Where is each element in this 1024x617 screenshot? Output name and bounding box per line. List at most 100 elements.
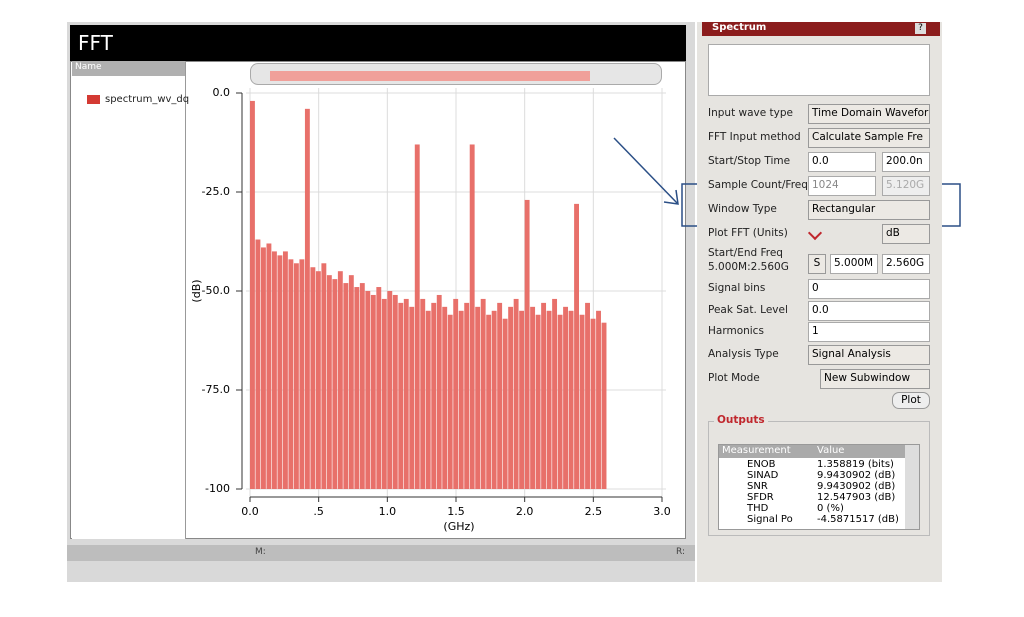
spectrum-bar xyxy=(365,291,371,489)
spectrum-bar xyxy=(579,314,585,489)
text-field[interactable]: 1 xyxy=(808,322,930,342)
panel-title: Spectrum xyxy=(702,22,940,36)
field-label: Analysis Type xyxy=(708,348,779,360)
text-field[interactable]: 0.0 xyxy=(808,301,930,321)
spectrum-bar xyxy=(541,302,547,489)
text-field[interactable]: 1024 xyxy=(808,176,876,196)
spectrum-bar xyxy=(282,251,288,489)
spectrum-bar xyxy=(337,271,343,489)
spectrum-bar xyxy=(420,298,426,489)
field-label: Peak Sat. Level xyxy=(708,304,788,316)
text-field[interactable]: 2.560G xyxy=(882,254,930,274)
table-row: SFDR 12.547903 (dB) xyxy=(719,492,909,503)
table-row: THD 0 (%) xyxy=(719,503,909,514)
spectrum-bar xyxy=(475,306,481,489)
spectrum-bar xyxy=(332,279,338,489)
name-panel xyxy=(72,61,186,539)
spectrum-bar xyxy=(596,310,601,489)
spectrum-bar xyxy=(288,259,294,489)
field-label: Start/End Freq xyxy=(708,247,783,259)
field-label: Sample Count/Freq xyxy=(708,179,808,191)
x-tick-label: 3.0 xyxy=(653,505,671,518)
spectrum-bar xyxy=(409,306,415,489)
dropdown[interactable]: Time Domain Wavefor xyxy=(808,104,930,124)
spectrum-bar xyxy=(585,302,590,489)
dropdown[interactable]: dB xyxy=(882,224,930,244)
spectrum-bar xyxy=(497,302,503,489)
outputs-table: Measurement Value ENOB 1.358819 (bits) SIN… xyxy=(718,444,920,530)
x-tick-label: 1.0 xyxy=(379,505,397,518)
y-tick-label: -50.0 xyxy=(202,284,230,297)
spectrum-bar xyxy=(310,267,316,489)
spectrum-bar xyxy=(304,108,310,489)
text-field[interactable]: 5.000M xyxy=(830,254,878,274)
spectrum-bar xyxy=(255,239,261,489)
measurement: Signal Po xyxy=(747,514,793,525)
value: 0 (%) xyxy=(817,503,844,514)
spectrum-bar xyxy=(260,247,266,489)
spectrum-bar xyxy=(568,310,574,489)
plot-button[interactable]: Plot xyxy=(892,392,930,409)
outputs-group xyxy=(708,421,930,536)
dropdown[interactable]: Calculate Sample Fre xyxy=(808,128,930,148)
text-field[interactable]: 200.0n xyxy=(882,152,930,172)
spectrum-bar xyxy=(376,287,382,489)
spectrum-bar xyxy=(354,287,360,489)
dropdown[interactable]: Signal Analysis xyxy=(808,345,930,365)
table-row: SNR 9.9430902 (dB) xyxy=(719,481,909,492)
dropdown[interactable]: New Subwindow xyxy=(820,369,930,389)
table-row: ENOB 1.358819 (bits) xyxy=(719,459,909,470)
spectrum-bar xyxy=(398,302,404,489)
value: 12.547903 (dB) xyxy=(817,492,896,503)
text-field[interactable]: 0 xyxy=(808,279,930,299)
field-label: Signal bins xyxy=(708,282,766,294)
spectrum-bar xyxy=(370,294,376,489)
spectrum-bar xyxy=(447,314,453,489)
table-scrollbar[interactable] xyxy=(905,445,919,529)
spectrum-bar xyxy=(486,314,492,489)
small-button[interactable]: S xyxy=(808,254,826,274)
measurement: SINAD xyxy=(747,470,779,481)
spectrum-bar xyxy=(299,259,305,489)
value: 9.9430902 (dB) xyxy=(817,470,896,481)
status-bar xyxy=(67,545,695,561)
measurement: SNR xyxy=(747,481,768,492)
field-label: Plot Mode xyxy=(708,372,760,384)
measurement: THD xyxy=(747,503,769,514)
spectrum-bar xyxy=(601,322,607,489)
spectrum-bar xyxy=(315,271,321,489)
x-tick-label: 0.0 xyxy=(241,505,259,518)
spectrum-bar xyxy=(326,275,332,489)
window-title: FFT xyxy=(70,25,686,61)
field-label: Start/Stop Time xyxy=(708,155,791,167)
help-button[interactable]: ? xyxy=(915,23,926,34)
text-field[interactable]: 5.120G xyxy=(882,176,930,196)
field-sublabel: 5.000M:2.560G xyxy=(708,261,789,273)
spectrum-bar xyxy=(552,298,558,489)
table-header: Measurement Value xyxy=(719,445,909,458)
y-tick-label: -25.0 xyxy=(202,185,230,198)
name-header: Name xyxy=(72,61,185,76)
spectrum-bar xyxy=(392,294,398,489)
spectrum-bar xyxy=(343,283,349,489)
table-row: SINAD 9.9430902 (dB) xyxy=(719,470,909,481)
trace-name[interactable]: spectrum_wv_dq xyxy=(105,94,190,105)
spectrum-bar xyxy=(436,294,442,489)
x-tick-label: .5 xyxy=(313,505,324,518)
y-tick-label: -75.0 xyxy=(202,383,230,396)
y-tick-label: 0.0 xyxy=(213,86,231,99)
spectrum-bar xyxy=(464,302,470,489)
outputs-title: Outputs xyxy=(714,414,768,426)
dropdown[interactable]: Rectangular xyxy=(808,200,930,220)
spectrum-bar xyxy=(546,310,552,489)
chart: (dB) (GHz) 0.0 -25.0 -50.0 -75.0 -100 0.0 .5 1.… xyxy=(190,86,671,533)
x-axis-label: (GHz) xyxy=(443,520,474,533)
text-field[interactable]: 0.0 xyxy=(808,152,876,172)
spectrum-bar xyxy=(524,199,530,490)
table-row: Signal Po -4.5871517 (dB) xyxy=(719,514,909,525)
field-label: Window Type xyxy=(708,203,777,215)
spectrum-bar xyxy=(403,298,409,489)
spectrum-bar xyxy=(491,310,497,489)
spectrum-bar xyxy=(480,298,486,489)
